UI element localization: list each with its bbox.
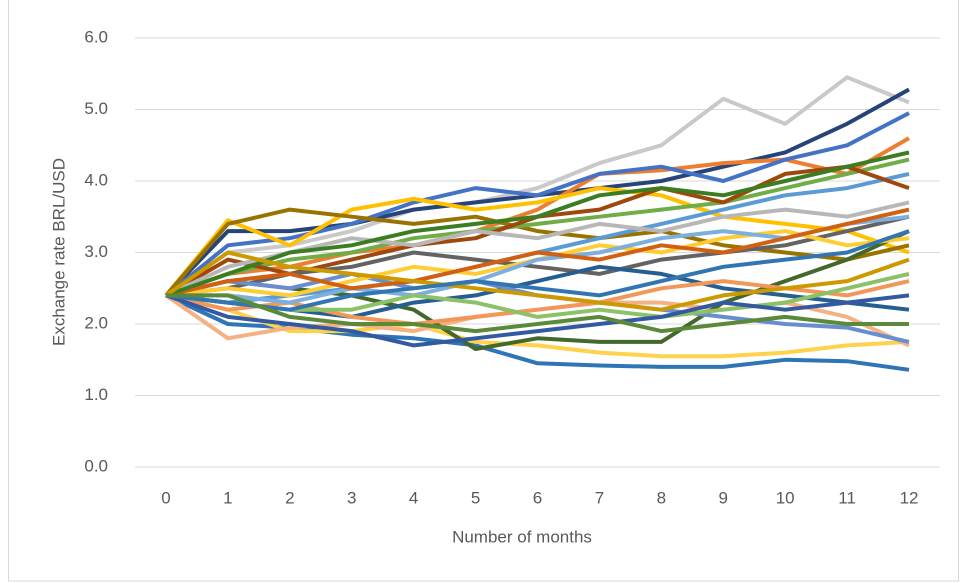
x-tick-label: 4 <box>409 488 418 507</box>
series-line <box>165 293 910 359</box>
x-tick-label: 11 <box>838 488 856 507</box>
x-tick-label: 8 <box>657 488 666 507</box>
y-tick-label: 5.0 <box>84 99 108 118</box>
x-tick-label: 1 <box>223 488 232 507</box>
series-line <box>164 207 910 297</box>
x-tick-label: 9 <box>719 488 728 507</box>
x-tick-label: 5 <box>471 488 480 507</box>
x-tick-label: 2 <box>285 488 294 507</box>
series-line <box>165 150 910 298</box>
x-tick-label: 6 <box>533 488 542 507</box>
series-line <box>166 293 909 334</box>
series-line <box>165 207 910 298</box>
series-line <box>164 111 910 297</box>
series-line <box>165 229 910 312</box>
x-tick-label: 10 <box>776 488 795 507</box>
y-tick-label: 1.0 <box>84 385 108 404</box>
y-tick-label: 4.0 <box>84 170 108 189</box>
series-line <box>165 157 910 298</box>
y-tick-label: 6.0 <box>84 27 108 46</box>
y-axis-label: Exchange rate BRL/USD <box>49 158 68 346</box>
x-tick-label: 3 <box>347 488 356 507</box>
x-tick-label: 0 <box>161 488 170 507</box>
series-line <box>164 250 910 312</box>
y-tick-label: 3.0 <box>84 242 108 261</box>
x-axis-label: Number of months <box>452 527 592 546</box>
x-tick-label: 7 <box>595 488 604 507</box>
y-tick-label: 2.0 <box>84 313 108 332</box>
series-line <box>165 293 910 348</box>
y-tick-label: 0.0 <box>84 456 108 475</box>
x-tick-label: 12 <box>900 488 919 507</box>
series-line <box>164 186 910 297</box>
